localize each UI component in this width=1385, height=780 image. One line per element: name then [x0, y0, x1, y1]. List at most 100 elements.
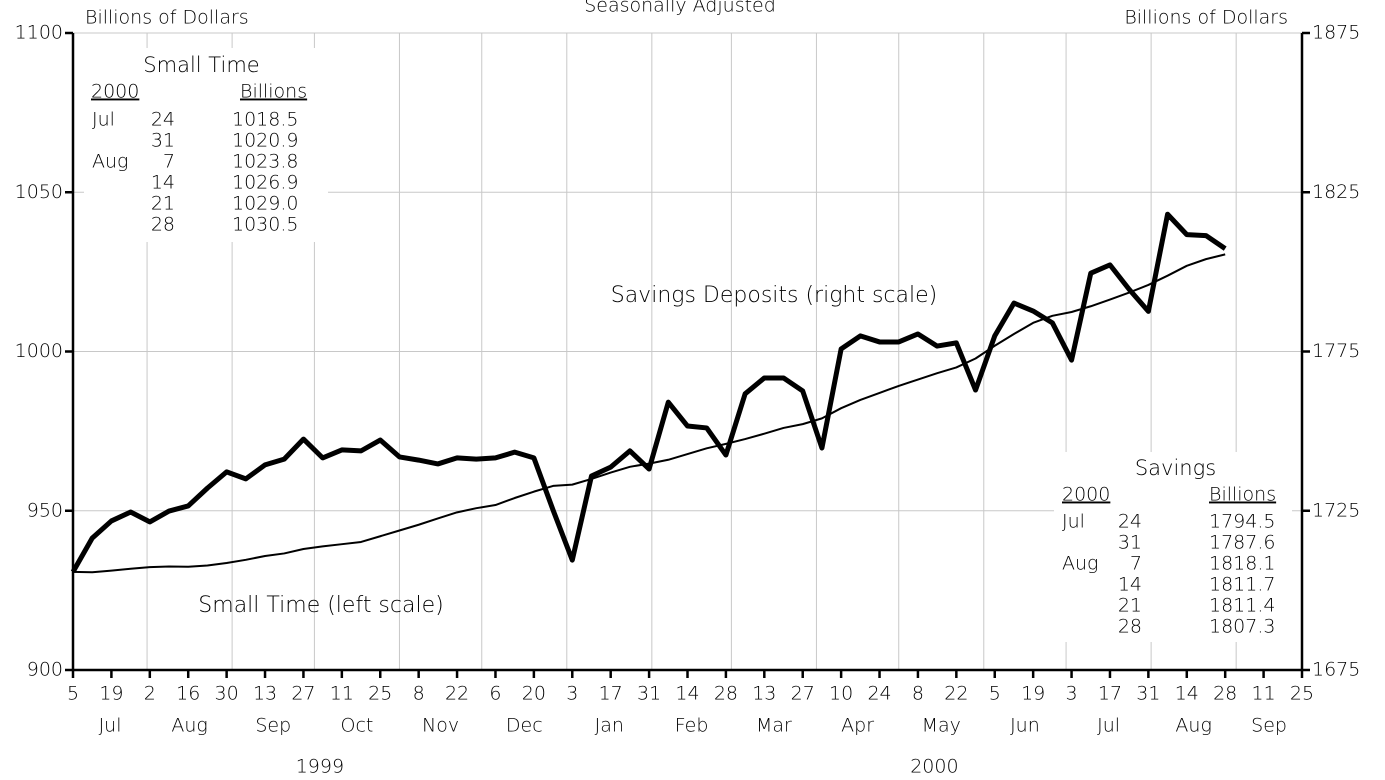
x-tick-label: 11 [330, 683, 354, 705]
inset-background [1054, 452, 1292, 642]
x-tick-label: 16 [176, 683, 200, 705]
x-tick-label: 19 [1021, 683, 1045, 705]
inset-day: 21 [151, 193, 175, 215]
inset-day: 21 [1118, 595, 1142, 617]
x-tick-label: 17 [1098, 683, 1122, 705]
inset-value: 1029.0 [232, 193, 298, 215]
chart-title: Seasonally Adjusted [584, 0, 776, 17]
x-tick-label: 25 [368, 683, 392, 705]
x-tick-label: 14 [675, 683, 699, 705]
year-label: 2000 [910, 756, 958, 778]
x-tick-label: 5 [67, 683, 79, 705]
x-tick-label: 28 [1213, 683, 1237, 705]
inset-header: 2000 [91, 81, 139, 103]
y2-tick-label: 1775 [1312, 340, 1360, 362]
month-label: Mar [756, 715, 792, 737]
year-label: 1999 [296, 756, 344, 778]
annotation: Savings Deposits (right scale) [611, 283, 938, 308]
x-tick-label: 8 [413, 683, 425, 705]
inset-header: Billions [1209, 484, 1276, 506]
inset-value: 1023.8 [232, 151, 298, 173]
x-tick-label: 28 [714, 683, 738, 705]
y2-tick-label: 1825 [1312, 181, 1360, 203]
series-line [70, 211, 1227, 574]
month-label: Nov [422, 715, 459, 737]
x-tick-label: 11 [1252, 683, 1276, 705]
y-axis-label: Billions of Dollars [85, 7, 249, 29]
inset-value: 1787.6 [1209, 532, 1275, 554]
inset-value: 1020.9 [232, 130, 298, 152]
annotation: Small Time (left scale) [198, 593, 443, 618]
x-tick-label: 22 [445, 683, 469, 705]
y2-axis-label: Billions of Dollars [1124, 7, 1288, 29]
inset-day: 31 [151, 130, 175, 152]
inset-value: 1026.9 [232, 172, 298, 194]
inset-month: Aug [1062, 553, 1098, 575]
inset-day: 14 [151, 172, 175, 194]
inset-day: 7 [1130, 553, 1142, 575]
x-tick-label: 17 [599, 683, 623, 705]
x-tick-label: 3 [1066, 683, 1078, 705]
x-tick-label: 27 [791, 683, 815, 705]
x-tick-label: 8 [912, 683, 924, 705]
inset-header: Billions [240, 81, 307, 103]
y-tick-label: 900 [27, 659, 63, 681]
x-tick-label: 13 [253, 683, 277, 705]
x-tick-label: 30 [215, 683, 239, 705]
y2-tick-label: 1725 [1312, 499, 1360, 521]
y2-tick-label: 1675 [1312, 659, 1360, 681]
y2-tick-label: 1875 [1312, 22, 1360, 44]
x-tick-label: 22 [944, 683, 968, 705]
inset-day: 14 [1118, 574, 1142, 596]
x-tick-label: 20 [522, 683, 546, 705]
x-tick-label: 19 [99, 683, 123, 705]
x-tick-label: 27 [291, 683, 315, 705]
month-label: Aug [1175, 715, 1211, 737]
inset-background [84, 48, 328, 242]
month-label: Oct [341, 715, 374, 737]
month-label: Dec [506, 715, 543, 737]
y-tick-label: 1000 [15, 340, 63, 362]
inset-day: 31 [1118, 532, 1142, 554]
inset-day: 7 [163, 151, 175, 173]
inset-value: 1818.1 [1209, 553, 1275, 575]
month-label: Sep [1251, 715, 1287, 737]
x-tick-label: 24 [867, 683, 891, 705]
inset-value: 1807.3 [1209, 616, 1275, 638]
month-label: Aug [171, 715, 207, 737]
inset-month: Jul [92, 109, 115, 131]
x-tick-label: 13 [752, 683, 776, 705]
y-tick-label: 950 [27, 499, 63, 521]
inset-day: 28 [1118, 616, 1142, 638]
inset-title: Savings [1135, 456, 1216, 480]
inset-value: 1811.7 [1209, 574, 1275, 596]
inset-header: 2000 [1062, 484, 1110, 506]
inset-title: Small Time [143, 53, 259, 77]
month-label: Jul [99, 715, 122, 737]
month-label: Jun [1010, 715, 1040, 737]
x-tick-label: 6 [489, 683, 501, 705]
x-tick-label: 31 [1136, 683, 1160, 705]
month-label: May [922, 715, 961, 737]
month-label: Sep [255, 715, 291, 737]
inset-month: Aug [92, 151, 128, 173]
month-label: Apr [841, 715, 874, 737]
x-tick-label: 10 [829, 683, 853, 705]
month-label: Feb [675, 715, 709, 737]
inset-value: 1794.5 [1209, 511, 1275, 533]
inset-month: Jul [1062, 511, 1085, 533]
inset-value: 1018.5 [232, 109, 298, 131]
y-tick-label: 1050 [15, 181, 63, 203]
x-tick-label: 25 [1290, 683, 1314, 705]
month-label: Jan [595, 715, 624, 737]
x-tick-label: 5 [989, 683, 1001, 705]
inset-day: 24 [1118, 511, 1142, 533]
month-label: Jul [1097, 715, 1120, 737]
inset-value: 1030.5 [232, 214, 298, 236]
inset-day: 24 [151, 109, 175, 131]
x-tick-label: 31 [637, 683, 661, 705]
y-tick-label: 1100 [15, 22, 63, 44]
inset-value: 1811.4 [1209, 595, 1275, 617]
x-tick-label: 14 [1175, 683, 1199, 705]
